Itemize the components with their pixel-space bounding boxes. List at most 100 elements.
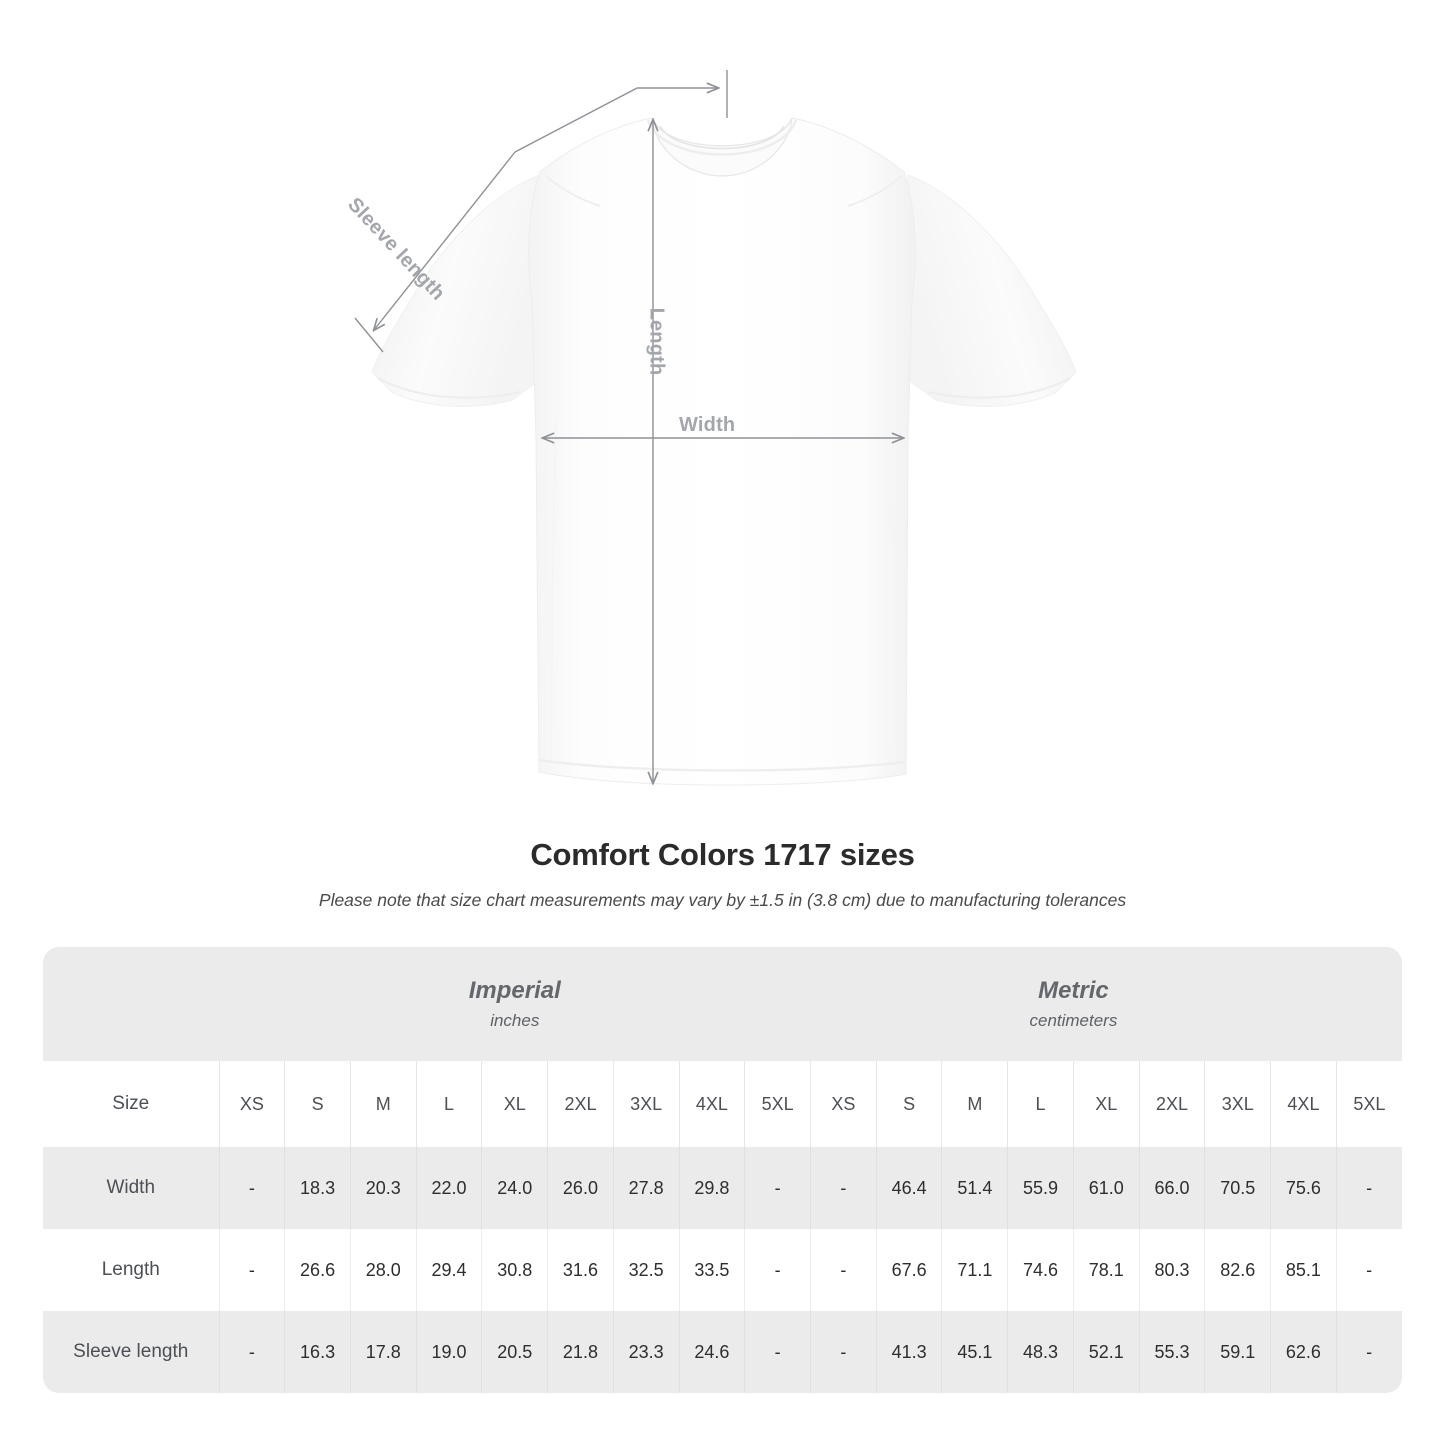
cell-width-imperial-2xl: 26.0 <box>547 1147 614 1229</box>
cell-length-metric-l: 74.6 <box>1007 1229 1074 1311</box>
cell-width-metric-xs: - <box>810 1147 877 1229</box>
table-row: Length - 26.6 28.0 29.4 30.8 31.6 32.5 3… <box>43 1229 1403 1311</box>
row-label-width: Width <box>43 1147 220 1229</box>
column-header-metric-s: S <box>876 1061 943 1147</box>
unit-spacer-cell <box>43 947 219 1061</box>
unit-name-metric: Metric <box>1038 977 1109 1005</box>
column-header-metric-l: L <box>1007 1061 1074 1147</box>
unit-header-row: Imperial inches Metric centimeters <box>43 947 1403 1061</box>
cell-length-imperial-5xl: - <box>744 1229 812 1311</box>
size-chart-table-container: Imperial inches Metric centimeters Size … <box>43 947 1403 1393</box>
unit-sub-imperial: inches <box>490 1011 540 1031</box>
cell-width-metric-s: 46.4 <box>876 1147 943 1229</box>
unit-header-imperial: Imperial inches <box>219 947 811 1061</box>
column-header-imperial-4xl: 4XL <box>679 1061 746 1147</box>
cell-sleeve-imperial-5xl: - <box>744 1311 812 1393</box>
cell-sleeve-metric-xs: - <box>810 1311 877 1393</box>
table-row: Width - 18.3 20.3 22.0 24.0 26.0 27.8 29… <box>43 1147 1403 1229</box>
cell-width-imperial-xs: - <box>219 1147 286 1229</box>
cell-width-metric-2xl: 66.0 <box>1139 1147 1206 1229</box>
cell-width-imperial-s: 18.3 <box>284 1147 351 1229</box>
tolerance-note: Please note that size chart measurements… <box>318 890 1127 911</box>
shirt-body-shape <box>371 117 1077 786</box>
cell-sleeve-metric-5xl: - <box>1336 1311 1403 1393</box>
column-header-imperial-5xl: 5XL <box>744 1061 812 1147</box>
cell-length-imperial-l: 29.4 <box>416 1229 483 1311</box>
cell-length-imperial-s: 26.6 <box>284 1229 351 1311</box>
cell-sleeve-metric-4xl: 62.6 <box>1270 1311 1337 1393</box>
cell-sleeve-metric-2xl: 55.3 <box>1139 1311 1206 1393</box>
cell-length-imperial-xl: 30.8 <box>481 1229 549 1311</box>
cell-width-imperial-l: 22.0 <box>416 1147 483 1229</box>
cell-length-imperial-m: 28.0 <box>350 1229 417 1311</box>
cell-sleeve-imperial-xs: - <box>219 1311 286 1393</box>
cell-length-metric-3xl: 82.6 <box>1204 1229 1272 1311</box>
column-header-metric-xs: XS <box>810 1061 877 1147</box>
cell-length-imperial-3xl: 32.5 <box>613 1229 680 1311</box>
column-header-metric-xl: XL <box>1073 1061 1140 1147</box>
size-header-row: Size XS S M L XL 2XL 3XL 4XL 5XL XS S M … <box>43 1061 1403 1147</box>
column-header-metric-m: M <box>941 1061 1009 1147</box>
cell-length-metric-5xl: - <box>1336 1229 1403 1311</box>
cell-width-imperial-5xl: - <box>744 1147 812 1229</box>
unit-name-imperial: Imperial <box>468 977 561 1005</box>
width-label: Width <box>679 414 736 436</box>
unit-sub-metric: centimeters <box>1029 1011 1118 1031</box>
column-header-metric-2xl: 2XL <box>1139 1061 1206 1147</box>
garment-diagram: Sleeve length Length Width <box>343 70 1077 786</box>
cell-sleeve-imperial-2xl: 21.8 <box>547 1311 614 1393</box>
column-header-metric-4xl: 4XL <box>1270 1061 1337 1147</box>
cell-length-imperial-4xl: 33.5 <box>679 1229 746 1311</box>
cell-sleeve-imperial-4xl: 24.6 <box>679 1311 746 1393</box>
cell-sleeve-imperial-xl: 20.5 <box>481 1311 549 1393</box>
cell-width-metric-m: 51.4 <box>941 1147 1009 1229</box>
cell-length-imperial-2xl: 31.6 <box>547 1229 614 1311</box>
column-header-imperial-l: L <box>416 1061 483 1147</box>
cell-width-imperial-xl: 24.0 <box>481 1147 549 1229</box>
cell-width-metric-3xl: 70.5 <box>1204 1147 1272 1229</box>
column-header-imperial-xs: XS <box>219 1061 286 1147</box>
unit-header-metric: Metric centimeters <box>810 947 1337 1061</box>
cell-width-metric-5xl: - <box>1336 1147 1403 1229</box>
cell-sleeve-metric-xl: 52.1 <box>1073 1311 1140 1393</box>
column-header-metric-3xl: 3XL <box>1204 1061 1272 1147</box>
cell-length-metric-m: 71.1 <box>941 1229 1009 1311</box>
column-header-imperial-xl: XL <box>481 1061 549 1147</box>
cell-length-metric-xs: - <box>810 1229 877 1311</box>
column-header-imperial-s: S <box>284 1061 351 1147</box>
chart-heading: Comfort Colors 1717 sizes Please note th… <box>0 836 1445 912</box>
length-label: Length <box>645 307 668 376</box>
cell-sleeve-metric-s: 41.3 <box>876 1311 943 1393</box>
row-label-length: Length <box>43 1229 220 1311</box>
column-header-imperial-m: M <box>350 1061 417 1147</box>
column-header-size: Size <box>43 1061 220 1147</box>
sleeve-length-dimension <box>354 70 728 353</box>
cell-width-imperial-m: 20.3 <box>350 1147 417 1229</box>
cell-width-imperial-3xl: 27.8 <box>613 1147 680 1229</box>
cell-length-metric-xl: 78.1 <box>1073 1229 1140 1311</box>
cell-width-metric-l: 55.9 <box>1007 1147 1074 1229</box>
cell-sleeve-imperial-m: 17.8 <box>350 1311 417 1393</box>
cell-width-metric-xl: 61.0 <box>1073 1147 1140 1229</box>
cell-sleeve-imperial-3xl: 23.3 <box>613 1311 680 1393</box>
cell-sleeve-metric-3xl: 59.1 <box>1204 1311 1272 1393</box>
size-chart-table: Imperial inches Metric centimeters Size … <box>43 947 1403 1393</box>
cell-sleeve-metric-l: 48.3 <box>1007 1311 1074 1393</box>
column-header-metric-5xl: 5XL <box>1336 1061 1403 1147</box>
cell-length-metric-2xl: 80.3 <box>1139 1229 1206 1311</box>
table-row: Sleeve length - 16.3 17.8 19.0 20.5 21.8… <box>43 1311 1403 1393</box>
cell-length-metric-4xl: 85.1 <box>1270 1229 1337 1311</box>
tshirt-illustration <box>354 70 1077 786</box>
cell-width-imperial-4xl: 29.8 <box>679 1147 746 1229</box>
cell-width-metric-4xl: 75.6 <box>1270 1147 1337 1229</box>
cell-length-metric-s: 67.6 <box>876 1229 943 1311</box>
cell-sleeve-metric-m: 45.1 <box>941 1311 1009 1393</box>
column-header-imperial-3xl: 3XL <box>613 1061 680 1147</box>
page-title: Comfort Colors 1717 sizes <box>530 837 915 872</box>
cell-sleeve-imperial-l: 19.0 <box>416 1311 483 1393</box>
unit-end-cell <box>1336 947 1403 1061</box>
row-label-sleeve-length: Sleeve length <box>43 1311 220 1393</box>
cell-sleeve-imperial-s: 16.3 <box>284 1311 351 1393</box>
cell-length-imperial-xs: - <box>219 1229 286 1311</box>
column-header-imperial-2xl: 2XL <box>547 1061 614 1147</box>
